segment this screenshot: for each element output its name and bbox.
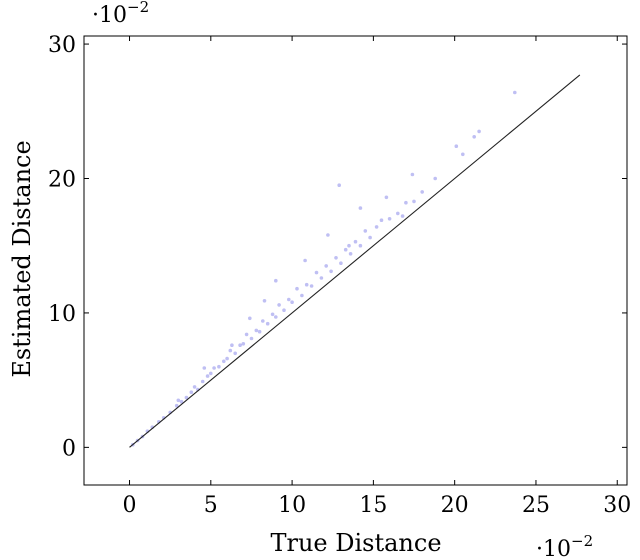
data-point xyxy=(374,225,379,229)
y-scale-base: ·10 xyxy=(92,3,127,28)
data-point xyxy=(176,398,181,403)
x-tick-label: 15 xyxy=(359,493,387,518)
data-point xyxy=(270,312,275,317)
data-point xyxy=(277,303,281,307)
y-scale-label: ·10−2 xyxy=(92,0,149,28)
data-point xyxy=(225,356,229,361)
data-point xyxy=(262,299,267,303)
data-point xyxy=(396,211,400,216)
data-point xyxy=(254,328,259,333)
data-point xyxy=(477,129,481,134)
data-point xyxy=(303,258,307,263)
x-tick-label: 5 xyxy=(204,493,218,518)
data-point xyxy=(384,195,389,200)
data-point xyxy=(353,239,358,244)
data-point xyxy=(309,284,314,288)
data-point xyxy=(412,199,416,204)
data-point xyxy=(230,343,234,348)
x-tick-label: 10 xyxy=(278,493,306,518)
x-axis-title: True Distance xyxy=(270,529,441,557)
data-point xyxy=(319,276,324,280)
data-point xyxy=(290,300,294,305)
data-point xyxy=(274,278,278,283)
data-point xyxy=(205,374,210,378)
data-point xyxy=(404,200,408,205)
data-point xyxy=(387,217,392,221)
data-point xyxy=(314,270,319,275)
data-point xyxy=(179,399,184,404)
data-point xyxy=(304,282,309,287)
data-point xyxy=(209,371,213,376)
y-tick-label: 0 xyxy=(62,436,76,461)
x-scale-exponent: −2 xyxy=(571,532,593,550)
data-point xyxy=(257,329,262,334)
y-scale-exponent: −2 xyxy=(127,0,149,16)
data-point xyxy=(347,243,351,248)
data-point xyxy=(295,286,299,291)
data-point xyxy=(379,218,384,222)
data-points xyxy=(131,90,517,447)
data-point xyxy=(228,348,233,353)
x-tick-label: 20 xyxy=(441,493,469,518)
y-axis-ticks: 0 10 20 30 xyxy=(48,33,627,461)
data-point xyxy=(192,385,197,389)
data-point xyxy=(420,190,425,194)
data-point xyxy=(244,332,249,337)
data-point xyxy=(337,183,342,187)
x-axis-ticks: 0 5 10 15 20 25 30 xyxy=(123,36,631,518)
data-point xyxy=(461,152,465,157)
data-point xyxy=(249,336,254,341)
data-point xyxy=(454,144,459,148)
data-point xyxy=(184,395,189,400)
data-point xyxy=(410,172,415,177)
data-point xyxy=(287,297,291,302)
data-point xyxy=(326,233,330,237)
data-point xyxy=(222,359,226,364)
y-tick-label: 30 xyxy=(48,33,76,58)
data-point xyxy=(274,315,278,319)
data-point xyxy=(348,252,353,256)
x-scale-base: ·10 xyxy=(536,537,571,560)
data-point xyxy=(238,343,242,348)
plot-frame xyxy=(83,35,628,486)
x-tick-label: 0 xyxy=(123,493,137,518)
data-point xyxy=(300,293,304,298)
data-point xyxy=(400,214,405,218)
data-point xyxy=(233,351,237,356)
data-point xyxy=(248,316,252,321)
x-scale-label: ·10−2 xyxy=(536,532,593,560)
y-tick-label: 20 xyxy=(48,167,76,192)
data-point xyxy=(339,261,343,266)
data-point xyxy=(334,255,338,260)
data-point xyxy=(358,243,363,248)
data-point xyxy=(433,176,438,181)
reference-line xyxy=(129,74,581,448)
data-point xyxy=(174,403,179,408)
data-point xyxy=(368,235,372,240)
data-point xyxy=(282,308,286,313)
data-point xyxy=(202,366,207,370)
data-point xyxy=(217,364,221,369)
data-point xyxy=(329,269,333,274)
data-point xyxy=(358,206,363,210)
x-tick-label: 30 xyxy=(603,493,631,518)
data-point xyxy=(472,135,477,139)
data-point xyxy=(189,390,194,395)
data-point xyxy=(363,229,368,233)
data-point xyxy=(200,379,205,384)
data-point xyxy=(513,90,517,95)
y-tick-label: 10 xyxy=(48,302,76,327)
data-point xyxy=(261,319,265,323)
data-point xyxy=(241,342,246,346)
data-point xyxy=(212,366,216,370)
data-point xyxy=(265,321,270,326)
data-point xyxy=(343,247,348,252)
x-tick-label: 25 xyxy=(522,493,550,518)
y-axis-title: Estimated Distance xyxy=(8,140,36,377)
data-point xyxy=(324,264,329,268)
